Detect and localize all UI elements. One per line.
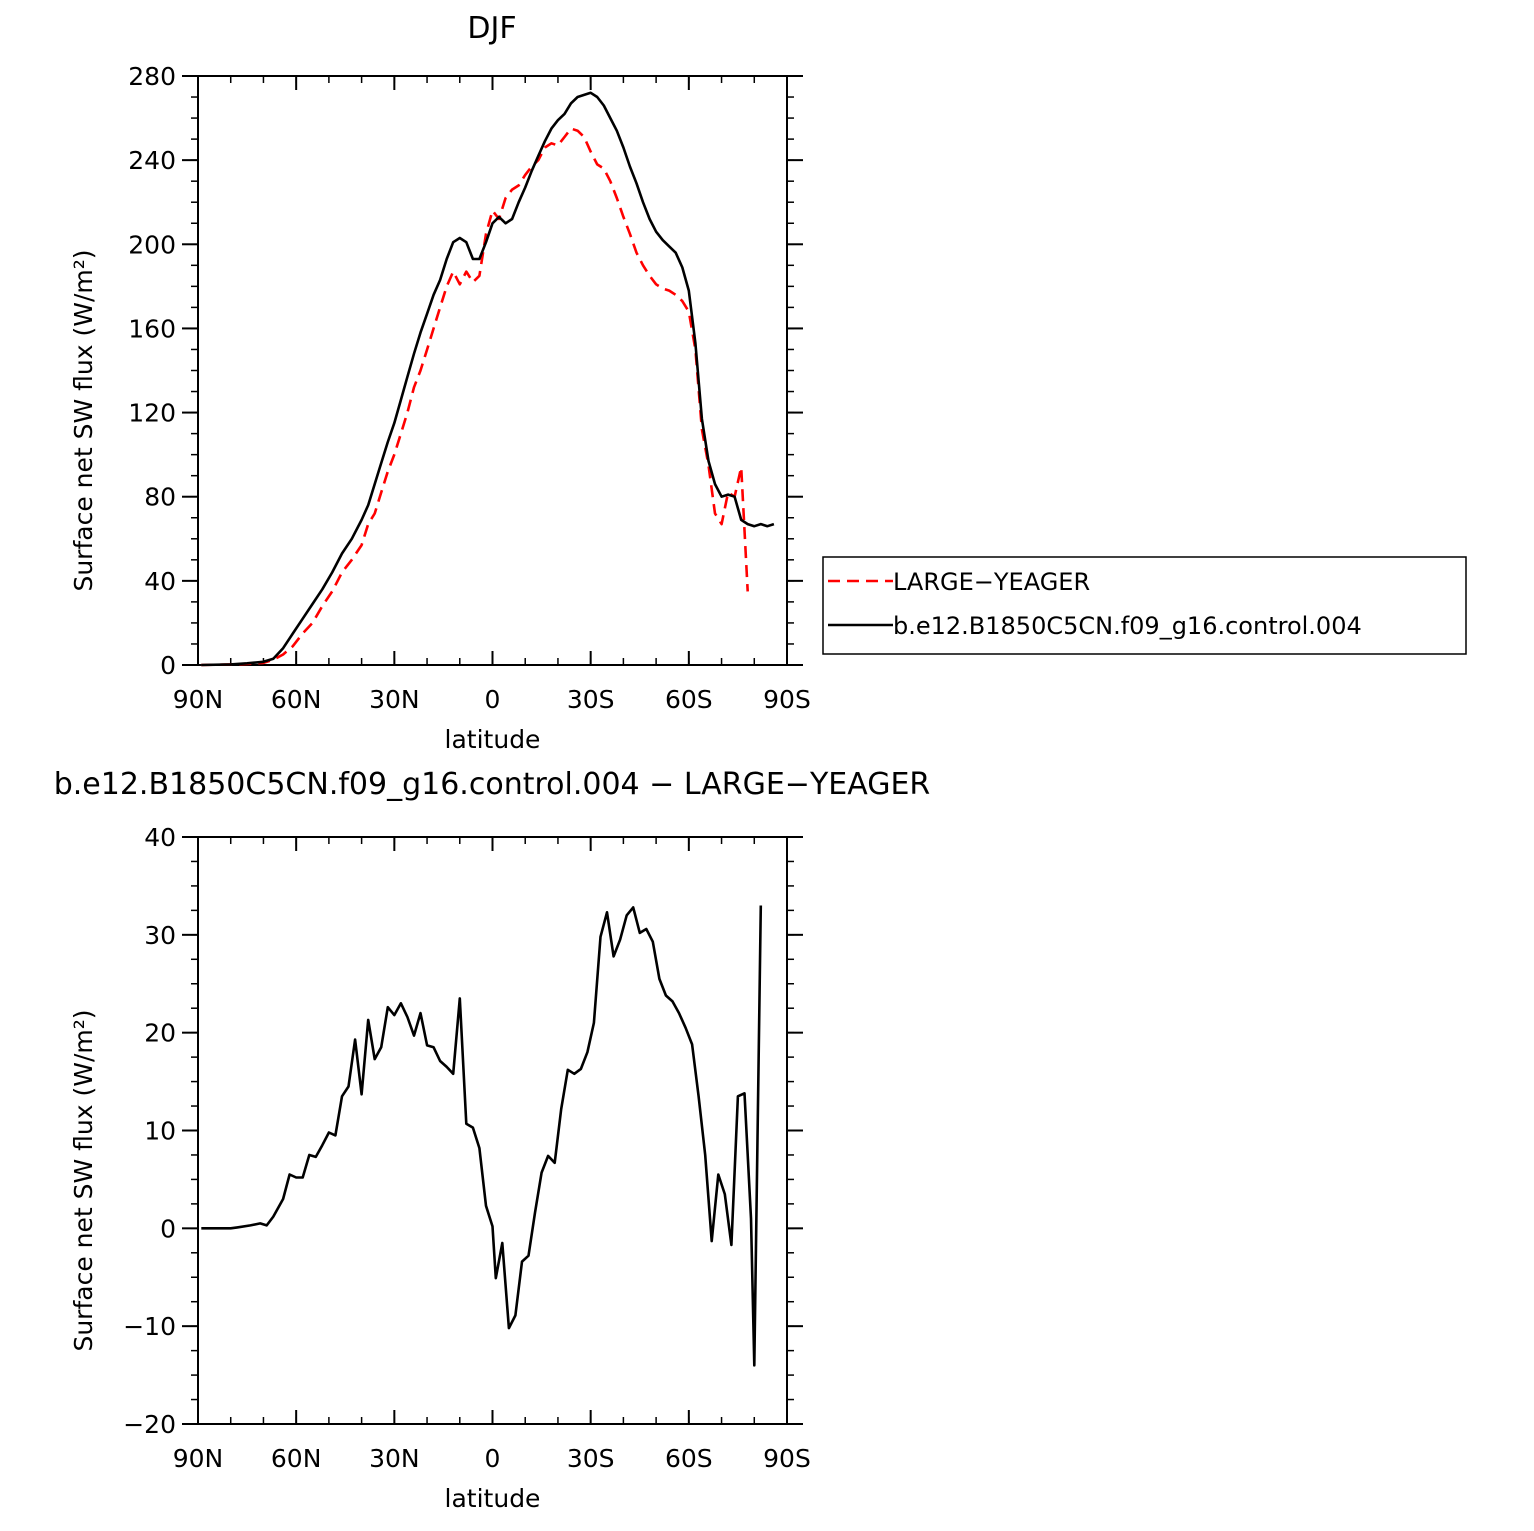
bottom-y-tick-label: 40 [144, 823, 176, 852]
top-x-tick-label: 60N [271, 685, 322, 714]
legend-label-1: b.e12.B1850C5CN.f09_g16.control.004 [893, 612, 1362, 640]
top-panel: DJF 90N 60N 30N 0 30S 60S 90S 0 40 80 120 160 200 240 2… [69, 11, 811, 754]
top-x-tick-label: 90N [173, 685, 224, 714]
top-y-tick-label: 240 [128, 146, 176, 175]
top-x-tick-label: 30S [567, 685, 615, 714]
bottom-y-tick-label: 20 [144, 1019, 176, 1048]
top-y-tick-label: 200 [128, 230, 176, 259]
top-y-tick-label: 0 [160, 651, 176, 680]
top-y-axis-label: Surface net SW flux (W/m²) [69, 249, 98, 591]
legend: LARGE−YEAGER b.e12.B1850C5CN.f09_g16.cont… [822, 556, 1467, 655]
bottom-x-tick-label: 0 [485, 1444, 501, 1473]
top-y-tick-label: 80 [144, 483, 176, 512]
top-y-tick-label: 160 [128, 314, 176, 343]
bottom-y-tick-label: 0 [160, 1214, 176, 1243]
top-title: DJF [467, 11, 516, 46]
top-series-line-0 [201, 127, 749, 667]
bottom-x-tick-label: 60N [271, 1444, 322, 1473]
bottom-y-tick-label: 30 [144, 921, 176, 950]
bottom-y-tick-label: −20 [123, 1410, 176, 1439]
top-y-tick-label: 120 [128, 399, 176, 428]
bottom-panel: b.e12.B1850C5CN.f09_g16.control.004 − LA… [54, 767, 931, 1513]
bottom-plot-frame [197, 836, 788, 1425]
top-x-tick-label: 0 [485, 685, 501, 714]
bottom-x-axis-label: latitude [445, 1484, 541, 1513]
top-x-tick-label: 30N [369, 685, 420, 714]
top-x-tick-label: 90S [763, 685, 811, 714]
bottom-x-tick-label: 90S [763, 1444, 811, 1473]
top-x-tick-label: 60S [665, 685, 713, 714]
bottom-title: b.e12.B1850C5CN.f09_g16.control.004 − LA… [54, 767, 931, 802]
legend-box [822, 556, 1467, 655]
bottom-x-tick-label: 90N [173, 1444, 224, 1473]
bottom-y-axis-label: Surface net SW flux (W/m²) [69, 1009, 98, 1351]
top-y-tick-label: 40 [144, 567, 176, 596]
top-x-axis-label: latitude [445, 725, 541, 754]
bottom-x-tick-label: 30S [567, 1444, 615, 1473]
bottom-y-tick-label: −10 [123, 1312, 176, 1341]
bottom-x-tick-label: 30N [369, 1444, 420, 1473]
legend-label-0: LARGE−YEAGER [893, 568, 1090, 596]
bottom-x-tick-label: 60S [665, 1444, 713, 1473]
bottom-y-tick-label: 10 [144, 1117, 176, 1146]
bottom-series-line-0 [201, 905, 763, 1367]
top-y-tick-label: 280 [128, 62, 176, 91]
top-series-line-1 [201, 91, 775, 667]
